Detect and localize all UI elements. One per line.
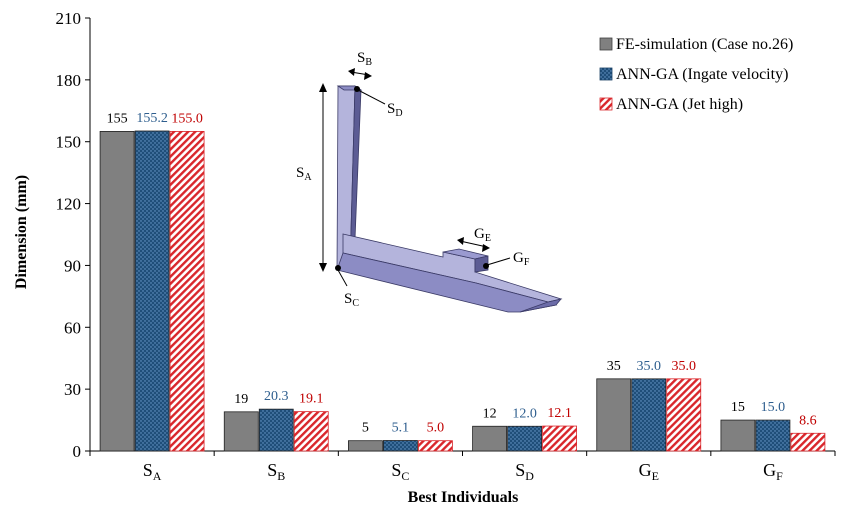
gf-point xyxy=(483,263,489,269)
x-tick-label: SC xyxy=(391,460,409,483)
y-axis: 0 30 60 90 120 150 180 210 xyxy=(56,9,91,461)
bar-ann-ga-jet-high xyxy=(790,432,826,452)
x-axis-title: Best Individuals xyxy=(408,489,519,506)
y-tick-label: 90 xyxy=(64,256,81,275)
bar-ann-ga-jet-high xyxy=(666,378,702,452)
y-tick-label: 150 xyxy=(56,133,82,152)
data-label-ann-ga-jet-high: 19.1 xyxy=(299,392,324,407)
data-label-fe-simulation: 19 xyxy=(234,392,248,407)
legend-swatch-fe-simulation xyxy=(599,37,613,51)
legend: FE-simulation (Case no.26) ANN-GA (Ingat… xyxy=(599,36,793,113)
data-label-ann-ga-jet-high: 12.1 xyxy=(547,406,572,421)
inset-label-sb: SB xyxy=(357,50,372,68)
bar-ann-ga-ingate-velocity xyxy=(755,419,791,452)
data-label-ann-ga-jet-high: 8.6 xyxy=(799,413,817,428)
legend-swatch-ann-ga-jet-high xyxy=(599,97,613,111)
part-schematic-inset: SB SD SA GE GF SC xyxy=(296,50,563,313)
y-tick-label: 120 xyxy=(56,195,82,214)
inset-label-sc: SC xyxy=(344,291,359,309)
y-tick-label: 60 xyxy=(64,318,81,337)
data-label-ann-ga-ingate-velocity: 15.0 xyxy=(761,400,786,415)
x-tick-label: SB xyxy=(267,460,285,483)
base-end-face xyxy=(519,298,563,313)
data-label-ann-ga-jet-high: 35.0 xyxy=(672,359,697,374)
data-label-ann-ga-ingate-velocity: 12.0 xyxy=(512,406,537,421)
legend-label-ann-ga-jet-high: ANN-GA (Jet high) xyxy=(616,96,743,113)
bar-ann-ga-ingate-velocity xyxy=(631,378,667,452)
legend-swatch-ann-ga-ingate-velocity xyxy=(599,67,613,81)
data-label-ann-ga-jet-high: 5.0 xyxy=(427,421,445,436)
y-tick-label: 180 xyxy=(56,71,82,90)
bar-ann-ga-jet-high xyxy=(293,411,329,452)
data-label-fe-simulation: 5 xyxy=(362,421,369,436)
bar-ann-ga-jet-high xyxy=(418,440,453,452)
data-label-fe-simulation: 12 xyxy=(483,406,497,421)
sa-arrowhead-bottom xyxy=(319,263,327,272)
data-label-ann-ga-jet-high: 155.0 xyxy=(171,111,203,126)
y-tick-label: 30 xyxy=(64,380,81,399)
sa-arrowhead-top xyxy=(319,83,327,92)
ge-dimension-arrow xyxy=(459,240,488,248)
data-labels: 155 155.2 155.0 19 20.3 19.1 5 5.1 5.0 12 12.0 12.1… xyxy=(107,111,817,436)
sc-leader xyxy=(337,269,348,287)
bar-ann-ga-jet-high xyxy=(542,425,577,452)
sb-arrowhead-right xyxy=(364,72,372,80)
y-tick-label: 0 xyxy=(73,442,82,461)
inset-label-ge: GE xyxy=(474,226,491,244)
data-label-fe-simulation: 35 xyxy=(607,359,621,374)
bar-fe-simulation xyxy=(223,411,259,452)
inset-label-gf: GF xyxy=(513,250,530,268)
bar-fe-simulation xyxy=(348,440,383,452)
bar-fe-simulation xyxy=(596,378,632,452)
data-label-ann-ga-ingate-velocity: 5.1 xyxy=(392,420,410,435)
x-tick-label: GE xyxy=(639,460,659,483)
sb-arrowhead-left xyxy=(348,68,355,76)
bar-ann-ga-ingate-velocity xyxy=(134,130,170,452)
data-label-fe-simulation: 15 xyxy=(731,400,745,415)
x-tick-label: SD xyxy=(515,460,534,483)
data-label-ann-ga-ingate-velocity: 20.3 xyxy=(264,389,289,404)
x-tick-label: SA xyxy=(143,460,162,483)
bar-ann-ga-ingate-velocity xyxy=(507,425,542,452)
inset-label-sa: SA xyxy=(296,165,312,183)
data-label-fe-simulation: 155 xyxy=(107,111,128,126)
ge-arrowhead-left xyxy=(457,237,464,245)
ge-arrowhead-right xyxy=(482,244,490,252)
bars xyxy=(99,130,826,452)
bar-ann-ga-ingate-velocity xyxy=(383,440,418,452)
bar-ann-ga-ingate-velocity xyxy=(258,408,294,452)
data-label-ann-ga-ingate-velocity: 35.0 xyxy=(637,359,662,374)
x-axis: SA SB SC SD GE GF xyxy=(89,450,836,483)
bar-fe-simulation xyxy=(99,131,135,452)
sc-point xyxy=(335,265,341,271)
y-axis-title: Dimension (mm) xyxy=(13,175,30,289)
bar-ann-ga-jet-high xyxy=(169,131,205,452)
legend-label-ann-ga-ingate-velocity: ANN-GA (Ingate velocity) xyxy=(616,66,788,83)
x-tick-label: GF xyxy=(763,460,783,483)
data-label-ann-ga-ingate-velocity: 155.2 xyxy=(136,111,168,126)
sd-leader xyxy=(357,89,386,105)
y-tick-label: 210 xyxy=(56,9,82,28)
bar-fe-simulation xyxy=(472,425,507,452)
legend-label-fe-simulation: FE-simulation (Case no.26) xyxy=(616,36,793,53)
gf-leader xyxy=(486,257,511,266)
inset-label-sd: SD xyxy=(387,101,403,119)
bar-fe-simulation xyxy=(720,419,756,452)
